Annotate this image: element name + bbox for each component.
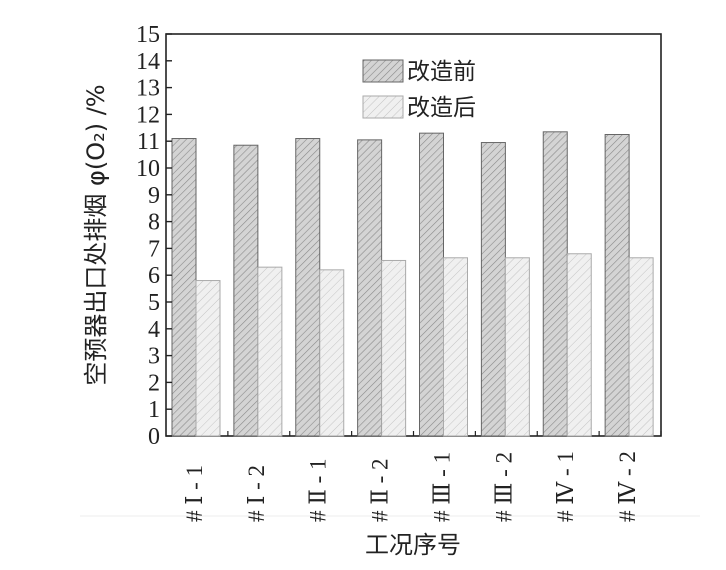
y-tick-label: 12 [136,102,160,128]
y-tick-label: 4 [148,317,160,343]
bar-after-3 [319,269,345,437]
x-tick-label: # Ⅳ - 2 [615,451,640,522]
x-axis: # Ⅰ - 1 # Ⅰ - 2 # Ⅱ - 1 # Ⅱ - 2 # Ⅲ - 1 # Ⅲ -… [182,431,662,522]
legend-label-before: 改造前 [407,59,476,85]
y-tick-label: 13 [136,76,160,102]
y-tick-label: 1 [148,397,160,423]
bar-before-8 [604,134,630,437]
bar-before-2 [233,144,259,437]
bar-before-5 [419,132,444,437]
x-tick-label: # Ⅱ - 1 [306,458,331,522]
y-tick-label: 11 [137,129,160,155]
y-tick-label: 10 [136,156,160,182]
x-tick-label: # Ⅲ - 1 [429,452,454,522]
bar-before-6 [480,142,506,437]
legend-swatch-after [362,95,404,119]
x-tick-label: # Ⅰ - 2 [244,465,269,522]
bar-after-4 [381,259,407,437]
bar-after-5 [443,257,468,437]
legend-label-after: 改造后 [407,95,476,121]
bars-group [171,131,654,437]
legend-swatch-before [362,59,404,83]
y-tick-label: 14 [136,49,160,75]
y-tick-label: 3 [148,344,160,370]
x-tick-label: # Ⅱ - 2 [368,458,393,522]
y-axis-label: 空预器出口处排烟 φ(O₂) /% [82,84,110,385]
y-tick-label: 6 [148,263,160,289]
y-tick-label: 7 [148,236,160,262]
bar-before-7 [542,131,568,437]
bar-before-1 [171,138,197,437]
bar-before-3 [295,138,321,437]
y-tick-label: 0 [148,424,160,450]
y-tick-label: 2 [148,370,160,396]
y-tick-label: 8 [148,210,160,236]
y-tick-label: 15 [136,22,160,48]
x-axis-label: 工况序号 [365,531,461,559]
bar-after-1 [195,280,221,437]
y-tick-label: 5 [148,290,160,316]
x-tick-label: # Ⅰ - 1 [182,465,207,522]
x-tick-label: # Ⅲ - 2 [491,452,516,522]
bar-after-2 [257,266,283,437]
x-tick-label: # Ⅳ - 1 [553,451,578,522]
bar-before-4 [357,139,383,437]
bar-after-8 [628,257,654,437]
bar-after-6 [504,257,530,437]
bar-after-7 [566,253,592,437]
y-tick-label: 9 [148,183,160,209]
